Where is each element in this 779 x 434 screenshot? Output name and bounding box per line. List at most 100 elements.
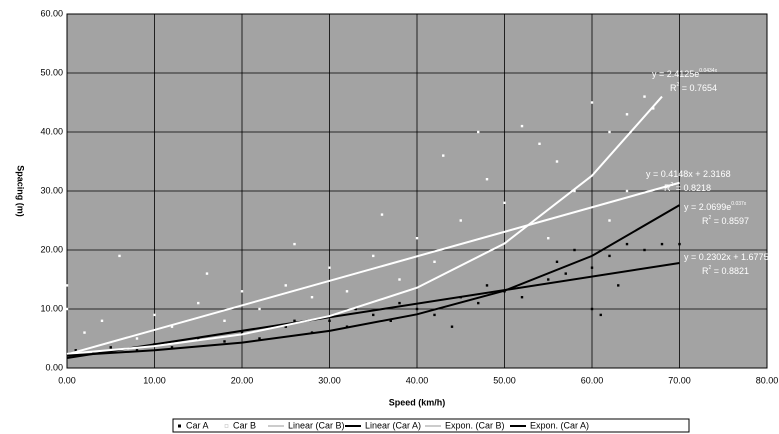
trendline xyxy=(66,95,663,355)
trendline xyxy=(66,204,681,357)
scatter-point xyxy=(415,307,419,311)
scatter-point xyxy=(65,307,69,311)
scatter-point xyxy=(450,325,454,328)
legend-marker xyxy=(178,424,181,428)
scatter-point xyxy=(100,319,104,322)
scatter-point xyxy=(660,242,664,246)
y-tick-label: 60.00 xyxy=(40,8,63,18)
trendline-equation: R2 = 0.8821 xyxy=(702,265,749,276)
scatter-point xyxy=(625,242,629,246)
scatter-point xyxy=(293,242,296,246)
scatter-point xyxy=(223,340,226,343)
scatter-point xyxy=(310,296,314,299)
scatter-point xyxy=(485,178,489,181)
scatter-point xyxy=(65,284,69,287)
trendline xyxy=(66,261,680,359)
scatter-point xyxy=(170,346,174,349)
scatter-point xyxy=(599,313,602,317)
scatter-point xyxy=(608,219,611,222)
scatter-point xyxy=(442,154,445,157)
scatter-point xyxy=(520,124,524,128)
scatter-point xyxy=(328,319,331,322)
equation-part: R xyxy=(702,266,709,276)
x-axis-label: Speed (km/h) xyxy=(389,397,446,407)
scatter-point xyxy=(328,266,331,269)
y-tick-label: 10.00 xyxy=(40,303,63,313)
equation-part: 2 xyxy=(671,182,674,188)
equation-part: 0.037x xyxy=(731,201,747,207)
scatter-point xyxy=(590,307,594,311)
scatter-point xyxy=(74,349,77,352)
scatter-point xyxy=(564,272,567,275)
legend-label: Car B xyxy=(233,420,256,430)
scatter-point xyxy=(389,319,392,322)
trendline-equation: y = 2.0699e0.037x xyxy=(684,201,747,212)
equation-part: 2 xyxy=(677,82,680,88)
scatter-point xyxy=(503,201,506,204)
scatter-point xyxy=(547,278,550,281)
y-tick-label: 40.00 xyxy=(40,126,63,136)
equation-part: = 0.7654 xyxy=(679,83,717,93)
scatter-point xyxy=(617,284,620,287)
y-tick-label: 0.00 xyxy=(45,362,63,372)
scatter-point xyxy=(372,254,375,258)
equation-part: R xyxy=(702,216,709,226)
scatter-point xyxy=(258,337,261,340)
scatter-point xyxy=(608,254,611,258)
trendline-equation: y = 0.2302x + 1.6775 xyxy=(684,252,769,262)
scatter-point xyxy=(153,313,156,317)
equation-part: 2 xyxy=(709,215,712,221)
y-tick-label: 20.00 xyxy=(40,244,63,254)
scatter-point xyxy=(433,313,436,317)
scatter-point xyxy=(398,301,401,305)
scatter-point xyxy=(135,337,139,340)
equation-part: y = 0.4148x + 2.3168 xyxy=(646,169,731,179)
equation-part: y = 2.4125e xyxy=(652,69,699,79)
scatter-point xyxy=(643,95,646,98)
legend-label: Linear (Car B) xyxy=(288,420,345,430)
scatter-point xyxy=(415,237,419,240)
scatter-point xyxy=(398,278,401,281)
x-tick-label: 80.00 xyxy=(756,375,779,385)
legend-label: Expon. (Car A) xyxy=(530,420,589,430)
scatter-point xyxy=(345,290,349,293)
trendline-equation: R2 = 0.8218 xyxy=(664,182,711,193)
trendline xyxy=(66,181,680,356)
scatter-point xyxy=(555,160,559,163)
scatter-point xyxy=(643,248,646,252)
equation-part: R xyxy=(670,83,677,93)
scatter-point xyxy=(354,307,357,311)
y-axis-label: Spacing (m) xyxy=(16,165,26,217)
scatter-point xyxy=(520,296,524,299)
x-tick-label: 50.00 xyxy=(493,375,516,385)
scatter-point xyxy=(555,260,559,263)
scatter-point xyxy=(240,290,244,293)
scatter-point xyxy=(625,113,629,116)
x-tick-label: 60.00 xyxy=(581,375,604,385)
scatter-point xyxy=(590,101,594,104)
trendline-equation: y = 2.4125e0.0434x xyxy=(652,68,718,79)
x-tick-label: 0.00 xyxy=(58,375,76,385)
scatter-point xyxy=(223,319,226,322)
scatter-point xyxy=(284,325,287,328)
scatter-point xyxy=(538,142,541,145)
y-tick-label: 50.00 xyxy=(40,67,63,77)
scatter-point xyxy=(433,260,436,263)
scatter-point xyxy=(485,284,489,287)
scatter-point xyxy=(372,313,375,317)
equation-part: 0.0434x xyxy=(699,68,717,74)
legend-label: Car A xyxy=(186,420,209,430)
scatter-point xyxy=(608,130,611,134)
x-tick-label: 70.00 xyxy=(668,375,691,385)
scatter-point xyxy=(678,242,681,246)
scatter-point xyxy=(380,213,384,216)
scatter-point xyxy=(573,189,576,193)
scatter-point xyxy=(625,189,629,193)
equation-part: = 0.8821 xyxy=(711,266,749,276)
scatter-point xyxy=(170,325,174,328)
y-tick-label: 30.00 xyxy=(40,185,63,195)
trendline-equation: y = 0.4148x + 2.3168 xyxy=(646,169,731,179)
scatter-point xyxy=(83,331,86,334)
scatter-point xyxy=(205,272,209,275)
